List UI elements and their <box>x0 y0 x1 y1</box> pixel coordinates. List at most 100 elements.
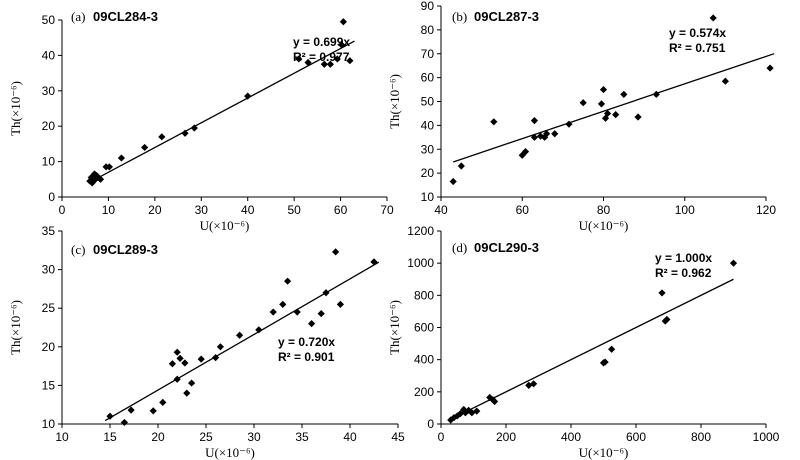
x-tick-label: 40 <box>343 430 357 444</box>
x-tick-label: 0 <box>59 203 66 217</box>
x-tick-label: 20 <box>148 203 162 217</box>
fit-equation: y = 1.000x <box>655 251 712 265</box>
data-point <box>603 109 612 118</box>
r-squared: R² = 0.962 <box>655 266 712 280</box>
data-point <box>212 354 220 362</box>
data-point <box>158 133 166 141</box>
data-point <box>181 129 189 137</box>
y-tick-label: 10 <box>421 190 435 204</box>
data-point <box>120 418 128 427</box>
x-tick-label: 50 <box>287 203 301 217</box>
data-point <box>91 175 100 183</box>
trend-line <box>104 261 380 422</box>
data-point <box>597 100 606 108</box>
x-axis-title: U(×10⁻⁶) <box>200 218 250 233</box>
data-point <box>457 162 465 170</box>
y-tick-label: 10 <box>42 155 56 169</box>
data-point <box>284 277 292 285</box>
data-point <box>190 124 198 132</box>
data-point <box>370 258 378 266</box>
y-tick-label: 20 <box>421 166 435 180</box>
data-point <box>599 85 608 94</box>
chart-panel-d: 0 200 400 600 800 1000 0 200 400 600 800 1000 1200 U(… <box>387 224 780 460</box>
x-tick-label: 40 <box>241 203 255 217</box>
data-point <box>652 90 660 98</box>
panel-label: (d) <box>452 240 467 255</box>
panel-label: (a) <box>71 9 85 24</box>
data-point <box>317 310 325 318</box>
data-point <box>117 154 126 162</box>
panel-sample-title: 09CL289-3 <box>93 242 158 257</box>
data-point <box>105 163 113 171</box>
data-point <box>337 41 346 49</box>
x-axis-title: U(×10⁻⁶) <box>579 218 629 233</box>
x-tick-label: 20 <box>151 430 165 444</box>
data-point <box>525 381 533 389</box>
fit-equation: y = 0.574x <box>669 26 726 40</box>
data-point <box>295 55 303 63</box>
data-point <box>308 320 316 328</box>
data-point <box>663 315 671 324</box>
data-point <box>293 308 301 316</box>
y-axis-title: Th(×10⁻⁶) <box>387 300 402 355</box>
data-point <box>181 359 189 367</box>
x-axis-title: U(×10⁻⁶) <box>205 445 255 460</box>
data-point <box>490 118 498 126</box>
data-point <box>87 173 95 182</box>
y-tick-label: 25 <box>42 301 56 315</box>
y-tick-label: 70 <box>421 47 435 61</box>
trend-line <box>89 40 355 183</box>
data-point <box>491 397 499 406</box>
r-squared: R² = 0.977 <box>293 50 350 64</box>
y-tick-label: 30 <box>42 263 56 277</box>
data-point <box>543 130 551 138</box>
data-point <box>608 345 616 353</box>
data-point <box>721 77 729 85</box>
x-tick-label: 800 <box>691 430 711 444</box>
y-tick-label: 30 <box>421 142 435 156</box>
y-tick-label: 35 <box>42 224 56 238</box>
x-tick-label: 25 <box>199 430 213 444</box>
y-tick-label: 10 <box>42 417 56 431</box>
data-point <box>565 120 573 128</box>
x-tick-label: 100 <box>675 203 695 217</box>
data-point <box>634 113 642 121</box>
data-point <box>322 289 330 297</box>
x-tick-label: 0 <box>438 430 445 444</box>
data-point <box>149 407 157 415</box>
data-point <box>449 177 457 186</box>
x-tick-label: 200 <box>496 430 516 444</box>
trend-line <box>448 278 734 421</box>
data-point <box>106 412 114 420</box>
trend-line <box>452 53 775 163</box>
y-tick-label: 1000 <box>407 256 434 270</box>
y-tick-label: 40 <box>42 48 56 62</box>
data-point <box>473 407 481 415</box>
chart-panel-c: 10 15 20 25 30 35 40 45 10 15 20 25 30 35 U(×10⁻⁶) Th(×… <box>8 224 405 460</box>
y-tick-label: 400 <box>414 353 434 367</box>
data-point <box>709 14 717 22</box>
x-tick-label: 40 <box>434 203 448 217</box>
data-point <box>141 143 149 152</box>
data-point <box>729 259 738 267</box>
data-point <box>601 358 609 366</box>
x-axis-title: U(×10⁻⁶) <box>579 445 629 460</box>
x-tick-label: 120 <box>756 203 776 217</box>
data-point <box>332 248 340 256</box>
data-point <box>579 99 587 107</box>
x-tick-label: 30 <box>195 203 209 217</box>
x-tick-label: 60 <box>334 203 348 217</box>
x-tick-label: 10 <box>102 203 116 217</box>
data-point <box>336 300 344 308</box>
data-point <box>188 379 196 387</box>
chart-panel-a: 0 10 20 30 40 50 60 70 0 10 20 30 40 50 U(×10⁻⁶) Th(×10… <box>8 9 394 233</box>
data-point <box>183 389 191 397</box>
data-point <box>333 55 341 63</box>
y-tick-label: 50 <box>42 13 56 27</box>
data-point <box>530 380 538 388</box>
y-axis-title: Th(×10⁻⁶) <box>8 81 23 136</box>
fit-equation: y = 0.720x <box>278 335 335 349</box>
data-point <box>159 398 167 406</box>
y-tick-label: 800 <box>414 288 434 302</box>
